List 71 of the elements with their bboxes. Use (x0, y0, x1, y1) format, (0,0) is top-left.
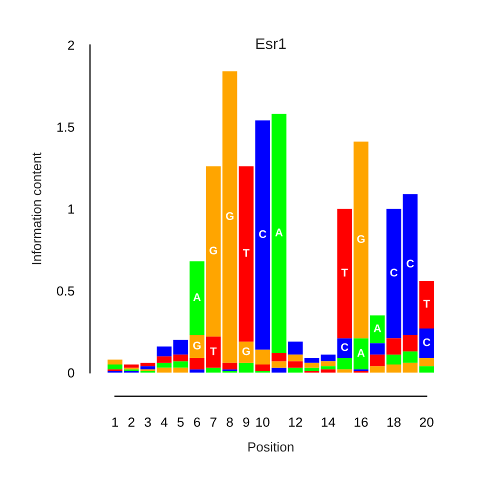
text: C (341, 343, 348, 352)
bar (108, 364, 122, 370)
y-tick-label: 0.5 (56, 286, 74, 296)
text: T (423, 300, 430, 308)
y-tick-label: 1 (68, 204, 74, 214)
x-tick-label: 4 (160, 418, 168, 427)
text: C (390, 268, 398, 277)
chart-title: Esr1 (256, 38, 286, 50)
bar (255, 364, 270, 372)
bar (288, 342, 303, 355)
x-tick-label: 14 (322, 418, 336, 427)
bar (272, 114, 286, 354)
bar (140, 366, 156, 370)
bar (238, 166, 254, 342)
series-label: G (210, 246, 218, 254)
bar (288, 354, 303, 362)
bar (402, 335, 418, 352)
text: A (275, 228, 283, 236)
bar (370, 354, 385, 366)
bar (402, 351, 418, 363)
bar (272, 368, 286, 373)
bar (320, 369, 336, 373)
series-label: A (357, 349, 365, 357)
bar (190, 261, 204, 336)
bar (108, 360, 122, 365)
bar (304, 358, 320, 363)
text: A (374, 324, 382, 332)
bar (320, 361, 336, 366)
x-tick-label: 1 (112, 418, 118, 427)
bar (386, 354, 402, 365)
text: G (226, 212, 234, 220)
text: T (341, 268, 348, 276)
bar (337, 369, 352, 373)
x-tick-label: 16 (354, 417, 368, 427)
bar (386, 338, 402, 355)
text: A (193, 293, 201, 302)
x-tick-label: 12 (289, 417, 302, 427)
bar (255, 120, 270, 350)
y-axis-title: Information content (32, 152, 42, 264)
x-tick-label: 5 (177, 418, 184, 427)
series-label: T (210, 347, 217, 356)
series-label: C (406, 260, 414, 268)
bar (419, 280, 434, 328)
x-tick-label: 6 (194, 417, 200, 427)
text: G (193, 342, 201, 350)
x-tick-label: 8 (226, 417, 233, 427)
x-tick-label: 7 (210, 418, 216, 427)
text: C (259, 230, 266, 238)
bar (304, 362, 320, 368)
text: G (242, 347, 250, 356)
bar (386, 208, 402, 338)
x-tick-label: 3 (144, 417, 151, 427)
x-tick-label: 10 (256, 417, 270, 427)
text: G (357, 235, 365, 243)
bar (288, 361, 303, 368)
y-tick-label: 2 (68, 40, 74, 50)
bar (370, 343, 385, 355)
x-tick-label: 9 (243, 417, 250, 427)
bar (190, 369, 204, 373)
bar (272, 353, 286, 362)
bar (354, 142, 368, 338)
x-tick-label: 18 (387, 417, 401, 427)
bar (337, 208, 352, 338)
text: T (242, 249, 250, 257)
text: C (423, 338, 430, 346)
x-tick-label: 2 (128, 417, 134, 427)
x-tick-label: 20 (420, 417, 434, 427)
y-tick-label: 1.5 (57, 122, 74, 132)
y-tick-label: 0 (68, 368, 74, 378)
x-axis-title: Position (248, 442, 294, 452)
bar (419, 366, 434, 373)
